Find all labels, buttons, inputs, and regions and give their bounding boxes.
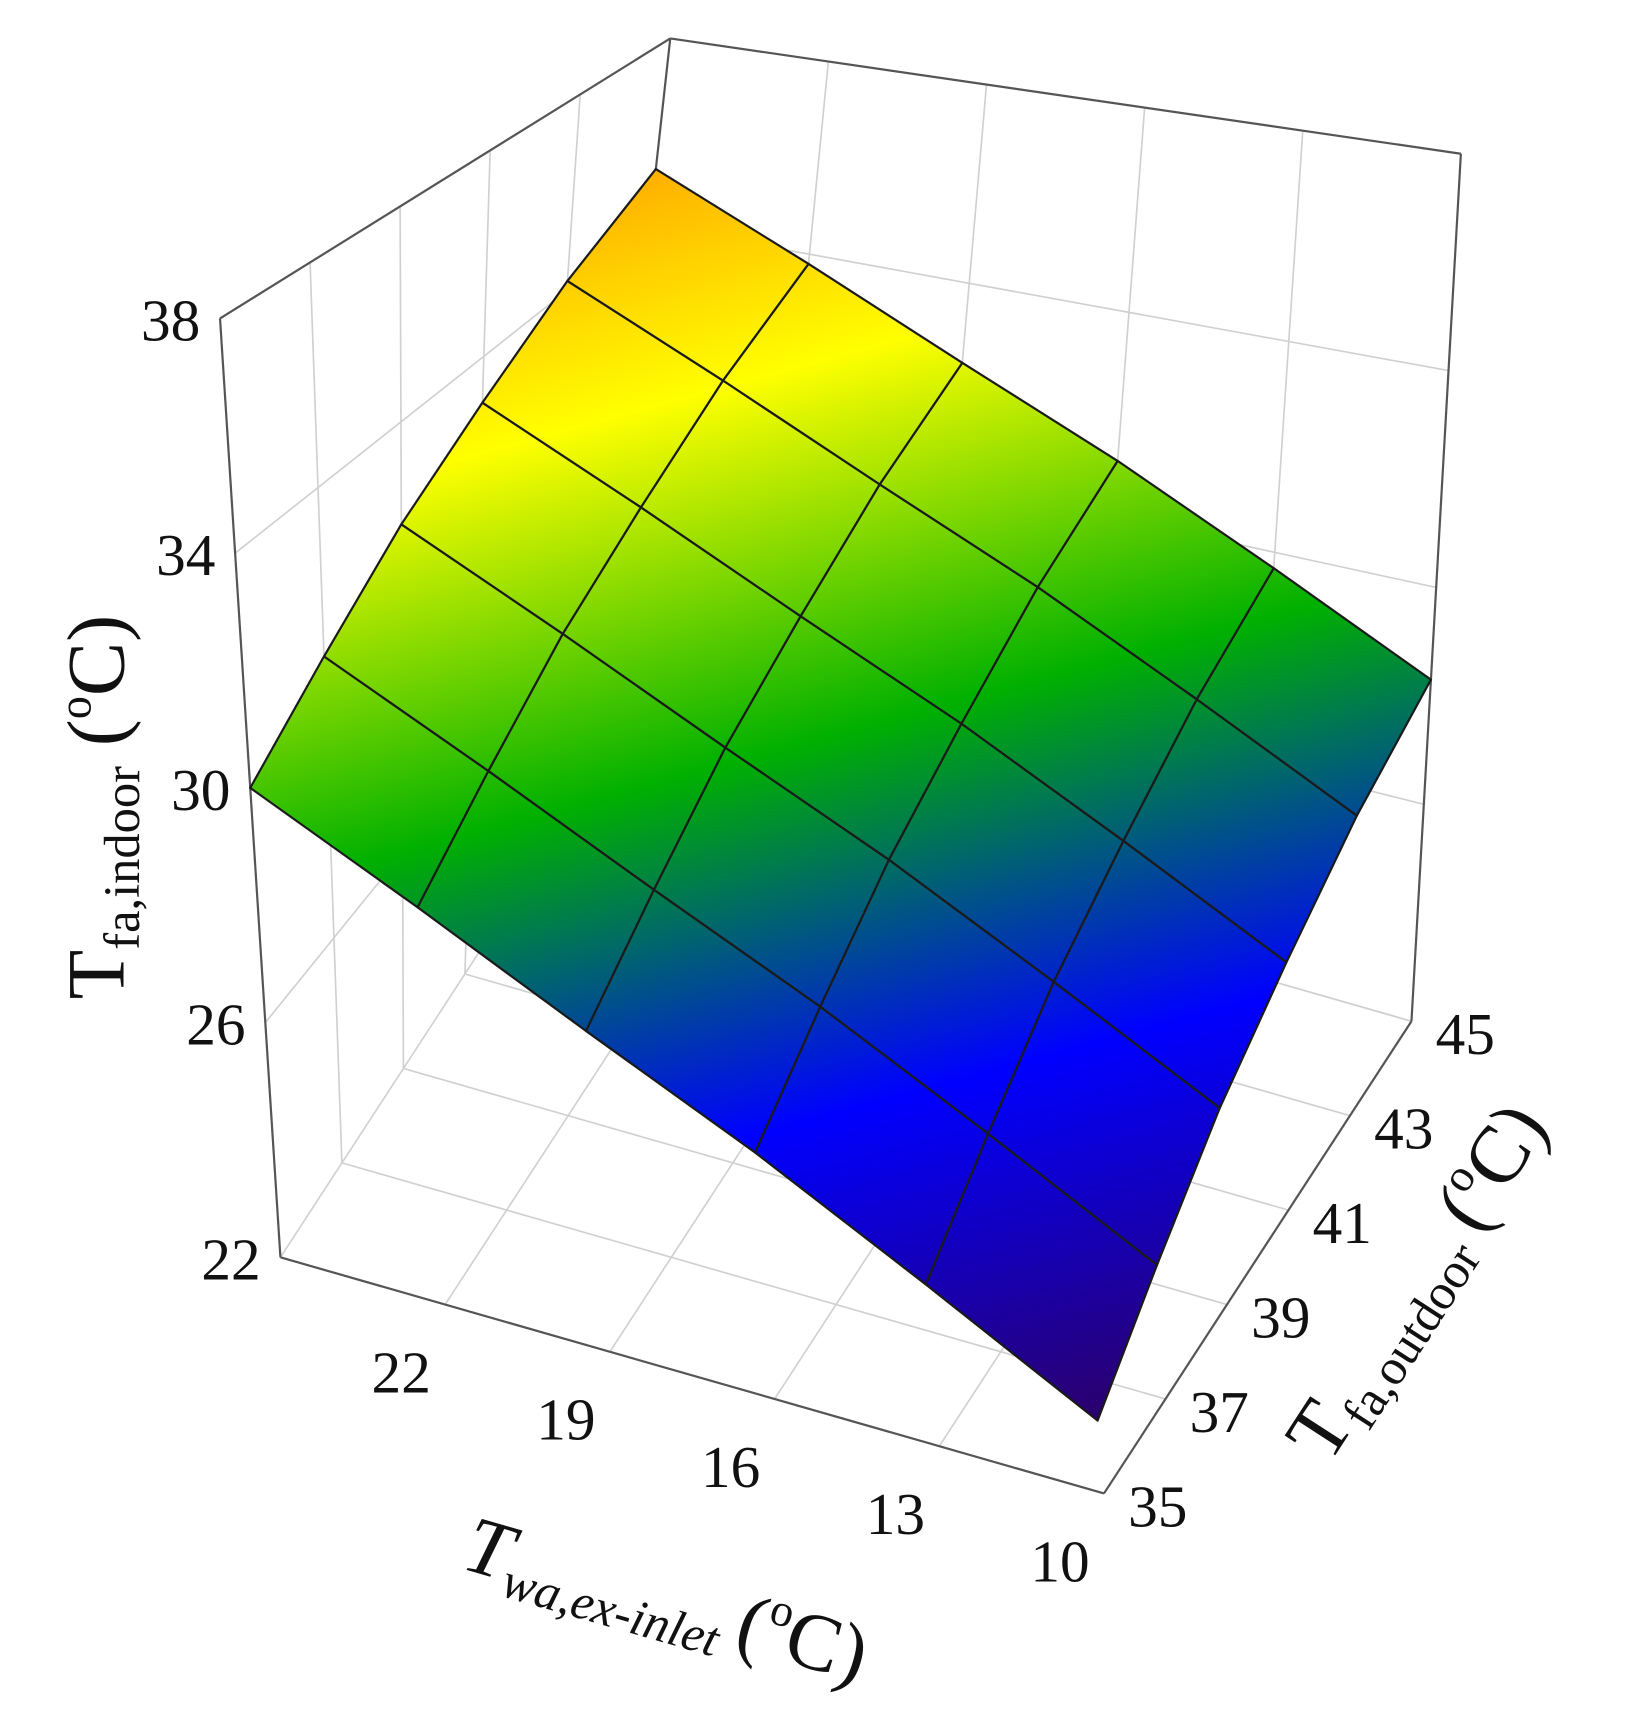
axis-edge	[280, 1256, 1105, 1495]
y-title-subscript: fa,outdoor	[1331, 1233, 1492, 1439]
z-tick-label: 26	[186, 992, 245, 1058]
z-tick-label: 22	[201, 1226, 260, 1292]
axis-edge	[1410, 153, 1462, 1022]
x-axis-title: Twa,ex-inlet(oC)	[453, 1497, 879, 1708]
z-title-unit-sup: o	[49, 696, 100, 719]
axis-edge	[219, 37, 671, 320]
surface-cell	[566, 168, 810, 382]
z-title-unit: (	[51, 719, 141, 746]
y-tick-label: 43	[1374, 1096, 1433, 1162]
y-tick-label: 39	[1251, 1284, 1310, 1350]
z-tick-label: 30	[171, 757, 230, 823]
y-tick-label: 45	[1436, 1001, 1495, 1067]
axis-edge	[670, 37, 1462, 155]
z-title-subscript: fa,indoor	[94, 766, 150, 950]
y-tick-label: 37	[1190, 1379, 1249, 1445]
x-tick-label: 19	[536, 1387, 595, 1453]
z-title-unit: C)	[51, 615, 141, 696]
x-tick-label: 10	[1030, 1528, 1089, 1594]
y-tick-label: 35	[1128, 1473, 1187, 1539]
z-title-symbol: T	[51, 950, 141, 1000]
z-axis-title: Tfa,indoor (oC)	[49, 615, 149, 1000]
x-title-subscript: wa,ex-inlet	[496, 1552, 728, 1668]
x-tick-label: 22	[372, 1339, 431, 1405]
x-tick-label: 16	[701, 1434, 760, 1500]
z-tick-label: 38	[141, 287, 200, 353]
y-tick-label: 41	[1313, 1190, 1372, 1256]
axis-edge	[1103, 1020, 1413, 1495]
x-tick-label: 13	[866, 1481, 925, 1547]
z-tick-label: 34	[156, 522, 215, 588]
